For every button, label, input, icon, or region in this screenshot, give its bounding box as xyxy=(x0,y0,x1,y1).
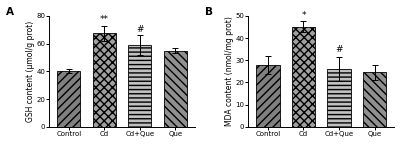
Bar xyxy=(363,72,386,127)
Text: #: # xyxy=(136,25,144,34)
Text: B: B xyxy=(205,7,213,17)
Bar xyxy=(328,69,350,127)
Text: *: * xyxy=(301,11,306,20)
Y-axis label: GSH content (μmol/g prot): GSH content (μmol/g prot) xyxy=(26,21,35,122)
Bar xyxy=(292,27,315,127)
Bar xyxy=(93,33,116,127)
Y-axis label: MDA content (nmol/mg prot): MDA content (nmol/mg prot) xyxy=(225,16,234,126)
Text: **: ** xyxy=(100,15,109,24)
Bar xyxy=(128,45,152,127)
Bar xyxy=(256,65,279,127)
Text: #: # xyxy=(335,45,343,54)
Bar xyxy=(164,51,187,127)
Bar xyxy=(57,71,81,127)
Text: A: A xyxy=(6,7,14,17)
